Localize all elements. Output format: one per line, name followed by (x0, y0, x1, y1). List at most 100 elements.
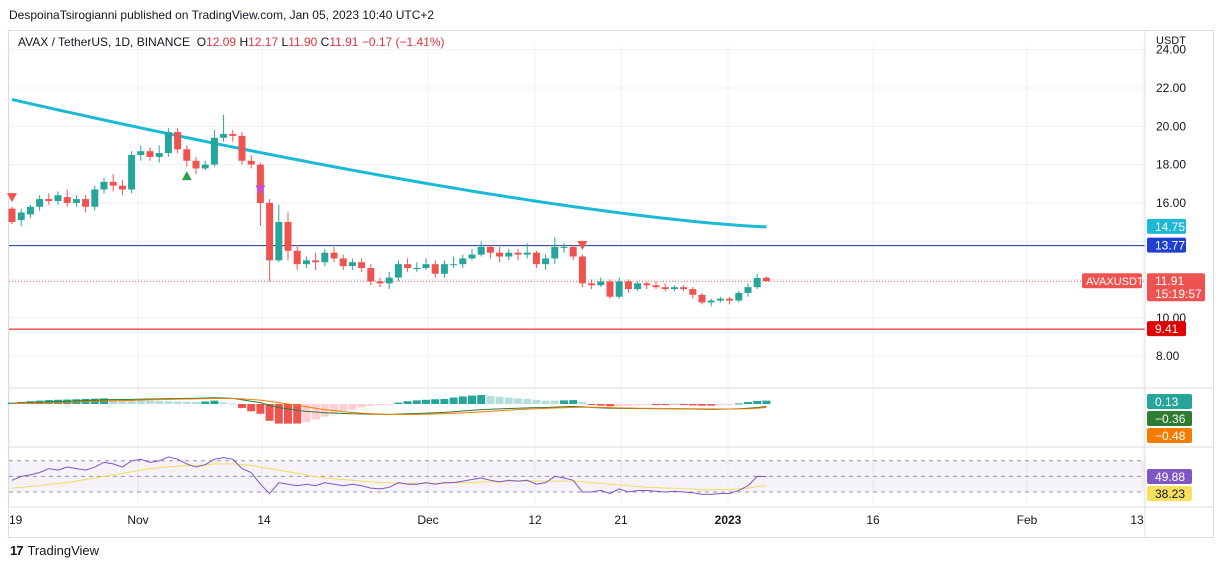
legend-close-label: C (320, 35, 330, 49)
candle-body (174, 132, 182, 150)
time-tick-label: 19 (9, 513, 23, 527)
macd-histogram-bar (762, 400, 771, 404)
legend-low: 11.90 (288, 35, 318, 49)
candle-body (91, 189, 99, 207)
macd-histogram-bar (468, 395, 476, 404)
macd-histogram-bar (247, 404, 256, 412)
rsi-value-label: 49.88 (1155, 470, 1185, 484)
candle-body (238, 135, 246, 161)
rsi-ma-value-label: 38.23 (1155, 487, 1185, 501)
ma-value-label: 14.75 (1155, 220, 1185, 234)
tradingview-brand[interactable]: TradingView (27, 543, 100, 558)
time-tick-label: 2023 (715, 513, 742, 527)
candle-body (17, 212, 25, 221)
rsi-value-label-tag (1147, 469, 1192, 484)
candle-body (201, 164, 209, 169)
macd-histogram-bar (578, 402, 587, 404)
chart-frame[interactable] (8, 30, 1214, 538)
candle-body (266, 202, 274, 261)
macd-histogram-bar (624, 404, 633, 406)
candle-body (735, 292, 743, 301)
macd-histogram-bar (302, 404, 311, 423)
macd-histogram-bar (642, 404, 651, 406)
sell-signal-icon (577, 241, 588, 251)
macd-histogram-bar (192, 401, 200, 404)
candle-body (588, 283, 596, 286)
candle-body (385, 277, 393, 284)
macd-line-label: −0.36 (1155, 412, 1186, 426)
axes: USDT24.0022.0020.0018.0016.0010.008.0014… (9, 30, 1213, 537)
macd-histogram-bar (541, 400, 550, 404)
candle-body (698, 294, 706, 303)
candle-body (164, 132, 172, 154)
sell-signal-icon (255, 185, 266, 195)
macd-histogram-bar (422, 399, 430, 404)
legend-symbol[interactable]: AVAX / TetherUS, 1D, BINANCE (18, 35, 191, 49)
macd-histogram-label-tag (1147, 394, 1192, 409)
macd-histogram-bar (366, 404, 375, 406)
candle-body (661, 287, 669, 290)
candle-body (578, 256, 586, 284)
macd-histogram-bar (698, 404, 706, 406)
support-label: 9.41 (1155, 322, 1179, 336)
macd-histogram-bar (330, 404, 338, 414)
macd-histogram-bar (320, 404, 329, 417)
sell-signal-icon (7, 193, 17, 203)
price-tick-label: 18.00 (1156, 158, 1186, 172)
candle-body (146, 151, 154, 157)
tradingview-logo-icon[interactable]: 17 (10, 543, 24, 558)
price-axis-unit: USDT (1156, 35, 1186, 47)
candle-body (293, 250, 301, 265)
candle-body (72, 199, 80, 203)
macd-histogram-bar (109, 398, 118, 404)
time-tick-label: 21 (614, 513, 628, 527)
candle-body (358, 262, 366, 269)
candle-body (689, 289, 697, 295)
macd-histogram-bar (661, 404, 670, 406)
macd-histogram-bar (182, 401, 191, 404)
legend-open: 12.09 (206, 35, 237, 49)
candle-body (569, 246, 577, 257)
legend-change: −0.17 (−1.41%) (361, 35, 445, 49)
macd-histogram-bar (210, 400, 219, 404)
candle-body (63, 197, 71, 203)
time-tick-label: 14 (257, 513, 271, 527)
candle-body (615, 281, 623, 297)
candle-body (505, 252, 513, 257)
candle-body (707, 300, 715, 303)
candle-body (716, 298, 724, 301)
rsi-ma-value-label-tag (1147, 486, 1192, 501)
rsi-pane (9, 456, 1145, 495)
macd-histogram-bar (201, 401, 210, 404)
macd-histogram-bar (339, 404, 348, 411)
moving-average-line (11, 98, 767, 229)
macd-histogram-bar (615, 404, 624, 406)
macd-signal-line (11, 397, 767, 415)
footer: 17 TradingView (10, 543, 99, 558)
macd-histogram-bar (633, 404, 642, 406)
macd-histogram-bar (688, 404, 697, 406)
candle-body (256, 164, 264, 203)
candle-body (496, 252, 504, 257)
macd-histogram-bar (284, 404, 292, 424)
candle-body (404, 264, 412, 269)
candle-body (744, 287, 752, 293)
candle-body (670, 287, 678, 290)
macd-histogram-bar (238, 404, 246, 408)
price-tick-label: 20.00 (1156, 119, 1186, 133)
time-tick-label: Nov (127, 513, 148, 527)
macd-histogram-bar (394, 402, 403, 404)
candle-body (726, 298, 734, 301)
candle-body (468, 254, 476, 259)
macd-histogram-bar (127, 400, 136, 404)
macd-histogram-bar (412, 400, 421, 404)
macd-histogram-bar (293, 404, 302, 424)
legend-low-label: L (281, 35, 289, 49)
legend-open-label: O (196, 35, 207, 49)
published-header: DespoinaTsirogianni published on Trading… (9, 8, 435, 22)
macd-histogram-bar (376, 404, 384, 406)
candle-body (532, 252, 540, 265)
candle-body (321, 252, 329, 263)
macd-line-label-tag (1147, 411, 1192, 426)
